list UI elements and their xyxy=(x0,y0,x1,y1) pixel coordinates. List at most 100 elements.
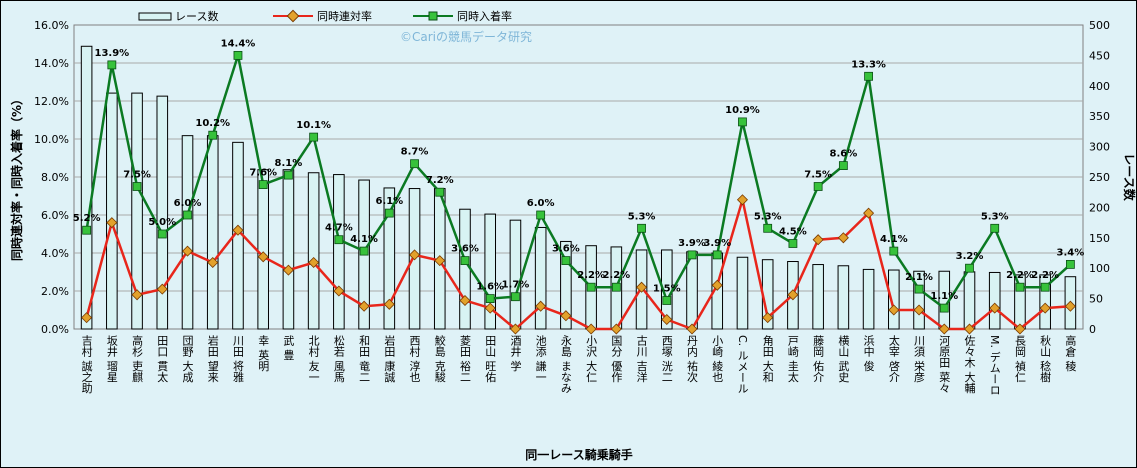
x-label: 松若 風馬 xyxy=(332,334,345,383)
x-label: 古川 吉洋 xyxy=(635,335,648,383)
x-label: 高倉 稜 xyxy=(1064,334,1077,372)
y-axis-title-right: レース数 xyxy=(1122,153,1136,201)
bar-9 xyxy=(282,169,295,330)
y-axis-title-left: 同時連対率・同時入着率（%） xyxy=(9,93,24,261)
point-rentai-4 xyxy=(156,283,168,295)
left-tick-label: 12.0% xyxy=(34,95,69,108)
right-tick-label: 0 xyxy=(1089,323,1096,336)
point-rentai-37 xyxy=(989,302,1001,314)
bar-27 xyxy=(736,256,749,330)
point-nyuchaku-15 xyxy=(435,187,445,197)
data-label-nyuchaku: 5.2% xyxy=(73,213,101,224)
data-label-nyuchaku: 5.3% xyxy=(628,211,656,222)
data-label-nyuchaku: 1.5% xyxy=(653,284,681,295)
point-nyuchaku-38 xyxy=(1015,282,1025,292)
right-tick-label: 300 xyxy=(1089,141,1110,154)
x-label: 浜中 俊 xyxy=(862,335,875,372)
point-rentai-31 xyxy=(837,232,849,244)
data-label-nyuchaku: 5.0% xyxy=(148,217,176,228)
x-label: 田口 貫太 xyxy=(156,335,169,383)
data-label-nyuchaku: 3.9% xyxy=(678,238,706,249)
point-nyuchaku-26 xyxy=(712,250,722,260)
point-rentai-33 xyxy=(888,304,900,316)
left-axis-ticks: 0.0% 2.0% 4.0% 6.0% 8.0% 10.0% 12.0% 14.0% 16.0% xyxy=(34,19,69,336)
point-rentai-2 xyxy=(106,217,118,229)
data-label-nyuchaku: 7.6% xyxy=(249,168,277,179)
bar-39 xyxy=(1039,274,1051,330)
data-label-nyuchaku: 10.1% xyxy=(296,120,331,131)
point-nyuchaku-21 xyxy=(586,282,596,292)
data-label-nyuchaku: 3.2% xyxy=(956,251,984,262)
data-label-nyuchaku: 3.6% xyxy=(552,244,580,255)
data-label-nyuchaku: 14.4% xyxy=(221,38,256,49)
x-label: M. デムーロ xyxy=(988,335,1001,395)
x-label: 小沢 大仁 xyxy=(585,335,598,383)
x-label: 酒井 学 xyxy=(509,335,522,372)
data-label-nyuchaku: 3.4% xyxy=(1057,247,1085,258)
bar-4 xyxy=(156,95,169,330)
point-rentai-12 xyxy=(358,300,370,312)
x-label: 岩田 望来 xyxy=(206,334,219,383)
point-nyuchaku-25 xyxy=(687,250,697,260)
point-rentai-3 xyxy=(131,289,143,301)
bar-33 xyxy=(888,269,900,330)
x-axis-labels: 吉村 誠之助 坂井 瑠星 高杉 吏麒 田口 貫太 団野 大成 岩田 望来 川田 将雅幸 英明… xyxy=(80,334,1077,396)
x-label: 佐々木 大輔 xyxy=(963,334,976,394)
bar-13 xyxy=(383,187,396,330)
data-label-nyuchaku: 1.6% xyxy=(476,282,504,293)
x-label: 戸崎 圭太 xyxy=(786,335,799,383)
point-rentai-16 xyxy=(459,294,471,307)
point-nyuchaku-23 xyxy=(637,223,646,233)
point-rentai-34 xyxy=(913,304,925,316)
left-tick-label: 16.0% xyxy=(34,19,69,32)
legend-label-race-count: レース数 xyxy=(175,10,218,23)
legend-marker-rentai xyxy=(286,9,300,23)
data-label-nyuchaku: 7.2% xyxy=(426,175,454,186)
point-nyuchaku-34 xyxy=(914,284,924,294)
point-nyuchaku-4 xyxy=(157,229,167,239)
point-rentai-21 xyxy=(585,323,597,335)
legend-marker-nyuchaku xyxy=(428,11,438,21)
left-tick-label: 8.0% xyxy=(41,171,69,184)
point-nyuchaku-5 xyxy=(183,210,192,220)
bar-17 xyxy=(484,213,497,330)
x-label: 坂井 瑠星 xyxy=(105,335,118,383)
x-label: 団野 大成 xyxy=(181,335,194,383)
point-nyuchaku-22 xyxy=(611,282,621,292)
bar-16 xyxy=(459,208,471,330)
right-tick-label: 100 xyxy=(1089,262,1110,275)
bar-2 xyxy=(106,92,118,330)
point-rentai-29 xyxy=(787,289,799,301)
data-label-nyuchaku: 1.7% xyxy=(502,280,530,291)
point-rentai-18 xyxy=(509,323,521,335)
point-nyuchaku-24 xyxy=(662,296,672,305)
bar-5 xyxy=(181,135,194,330)
x-label: 横山 武史 xyxy=(837,334,850,383)
legend-label-rentai: 同時連対率 xyxy=(317,9,372,23)
point-nyuchaku-19 xyxy=(536,210,546,220)
point-nyuchaku-33 xyxy=(889,246,899,256)
bar-20 xyxy=(560,240,572,330)
bar-1 xyxy=(80,45,93,330)
point-rentai-25 xyxy=(686,323,698,335)
x-label: 吉村 誠之助 xyxy=(80,335,93,394)
bar-30 xyxy=(812,264,824,330)
x-label: 角田 大和 xyxy=(761,335,774,383)
data-label-nyuchaku: 13.9% xyxy=(94,48,129,59)
point-nyuchaku-31 xyxy=(838,161,848,171)
data-label-nyuchaku: 8.7% xyxy=(401,147,429,158)
point-rentai-11 xyxy=(333,285,345,297)
x-label: 鮫島 克駿 xyxy=(433,334,446,383)
line-series xyxy=(81,51,1076,335)
point-nyuchaku-27 xyxy=(738,117,747,127)
point-rentai-28 xyxy=(762,312,774,324)
bar-19 xyxy=(534,226,547,330)
point-nyuchaku-39 xyxy=(1040,282,1050,292)
data-label-nyuchaku: 5.3% xyxy=(754,211,782,222)
point-nyuchaku-9 xyxy=(284,170,293,180)
point-nyuchaku-20 xyxy=(561,256,571,266)
left-tick-label: 0.0% xyxy=(41,323,69,336)
point-nyuchaku-40 xyxy=(1065,259,1075,269)
